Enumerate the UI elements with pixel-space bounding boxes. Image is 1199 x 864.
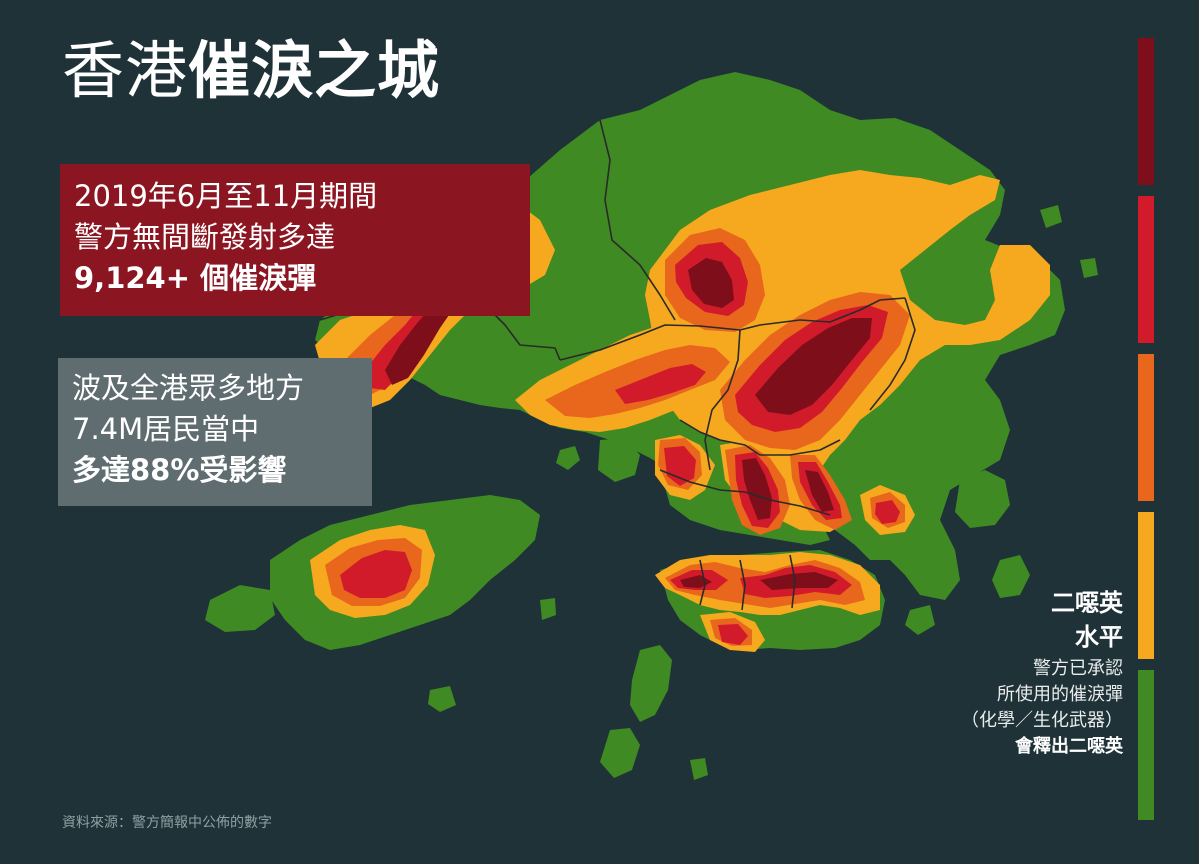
land-lantau-west (205, 585, 275, 632)
land-islet (556, 446, 580, 470)
info-grey-line-2: 7.4M居民當中 (72, 412, 260, 446)
legend-note-line-1: 警方已承認 (1033, 658, 1123, 679)
land-islet (1040, 205, 1062, 228)
info-box-tear-gas-count: 2019年6月至11月期間 警方無間斷發射多達 9,124+ 個催淚彈 (60, 164, 530, 316)
legend-bar-level-4 (1138, 196, 1154, 343)
info-red-line-1: 2019年6月至11月期間 (74, 179, 378, 213)
info-grey-line-3: 多達88%受影響 (72, 453, 287, 487)
land-islet (428, 686, 456, 712)
info-box-affected-residents: 波及全港眾多地方 7.4M居民當中 多達88%受影響 (58, 358, 372, 506)
legend-title-line-1: 二噁英 (1051, 589, 1123, 617)
info-grey-line-1: 波及全港眾多地方 (72, 371, 305, 405)
legend-bar-level-5 (1138, 38, 1154, 185)
land-east-island (992, 555, 1030, 598)
legend-note: 警方已承認 所使用的催淚彈 （化學／生化武器） 會釋出二噁英 (961, 656, 1123, 760)
land-islet (690, 758, 708, 780)
legend-title-line-2: 水平 (1075, 623, 1123, 651)
info-red-line-2: 警方無間斷發射多達 (74, 220, 336, 254)
page-title: 香港催淚之城 (62, 34, 440, 108)
land-lamma (630, 645, 672, 722)
info-red-line-3: 9,124+ 個催淚彈 (74, 261, 317, 295)
title-light: 香港 (62, 34, 189, 107)
legend-note-line-3: （化學／生化武器） (961, 710, 1123, 731)
legend-bar-level-2 (1138, 512, 1154, 659)
land-islet (905, 605, 935, 635)
legend-note-line-4: 會釋出二噁英 (1015, 736, 1123, 757)
land-islet (1080, 258, 1098, 278)
land-islet (540, 598, 556, 620)
legend-bar-level-1 (1138, 670, 1154, 820)
title-bold: 催淚之城 (188, 34, 441, 107)
land-tsing-yi (598, 438, 640, 482)
source-note: 資料來源：警方簡報中公佈的數字 (62, 815, 272, 831)
land-island-south (600, 728, 640, 778)
legend-bar-level-3 (1138, 354, 1154, 501)
land-sai-kung-islands (955, 470, 1010, 528)
legend-note-line-2: 所使用的催淚彈 (997, 684, 1123, 705)
